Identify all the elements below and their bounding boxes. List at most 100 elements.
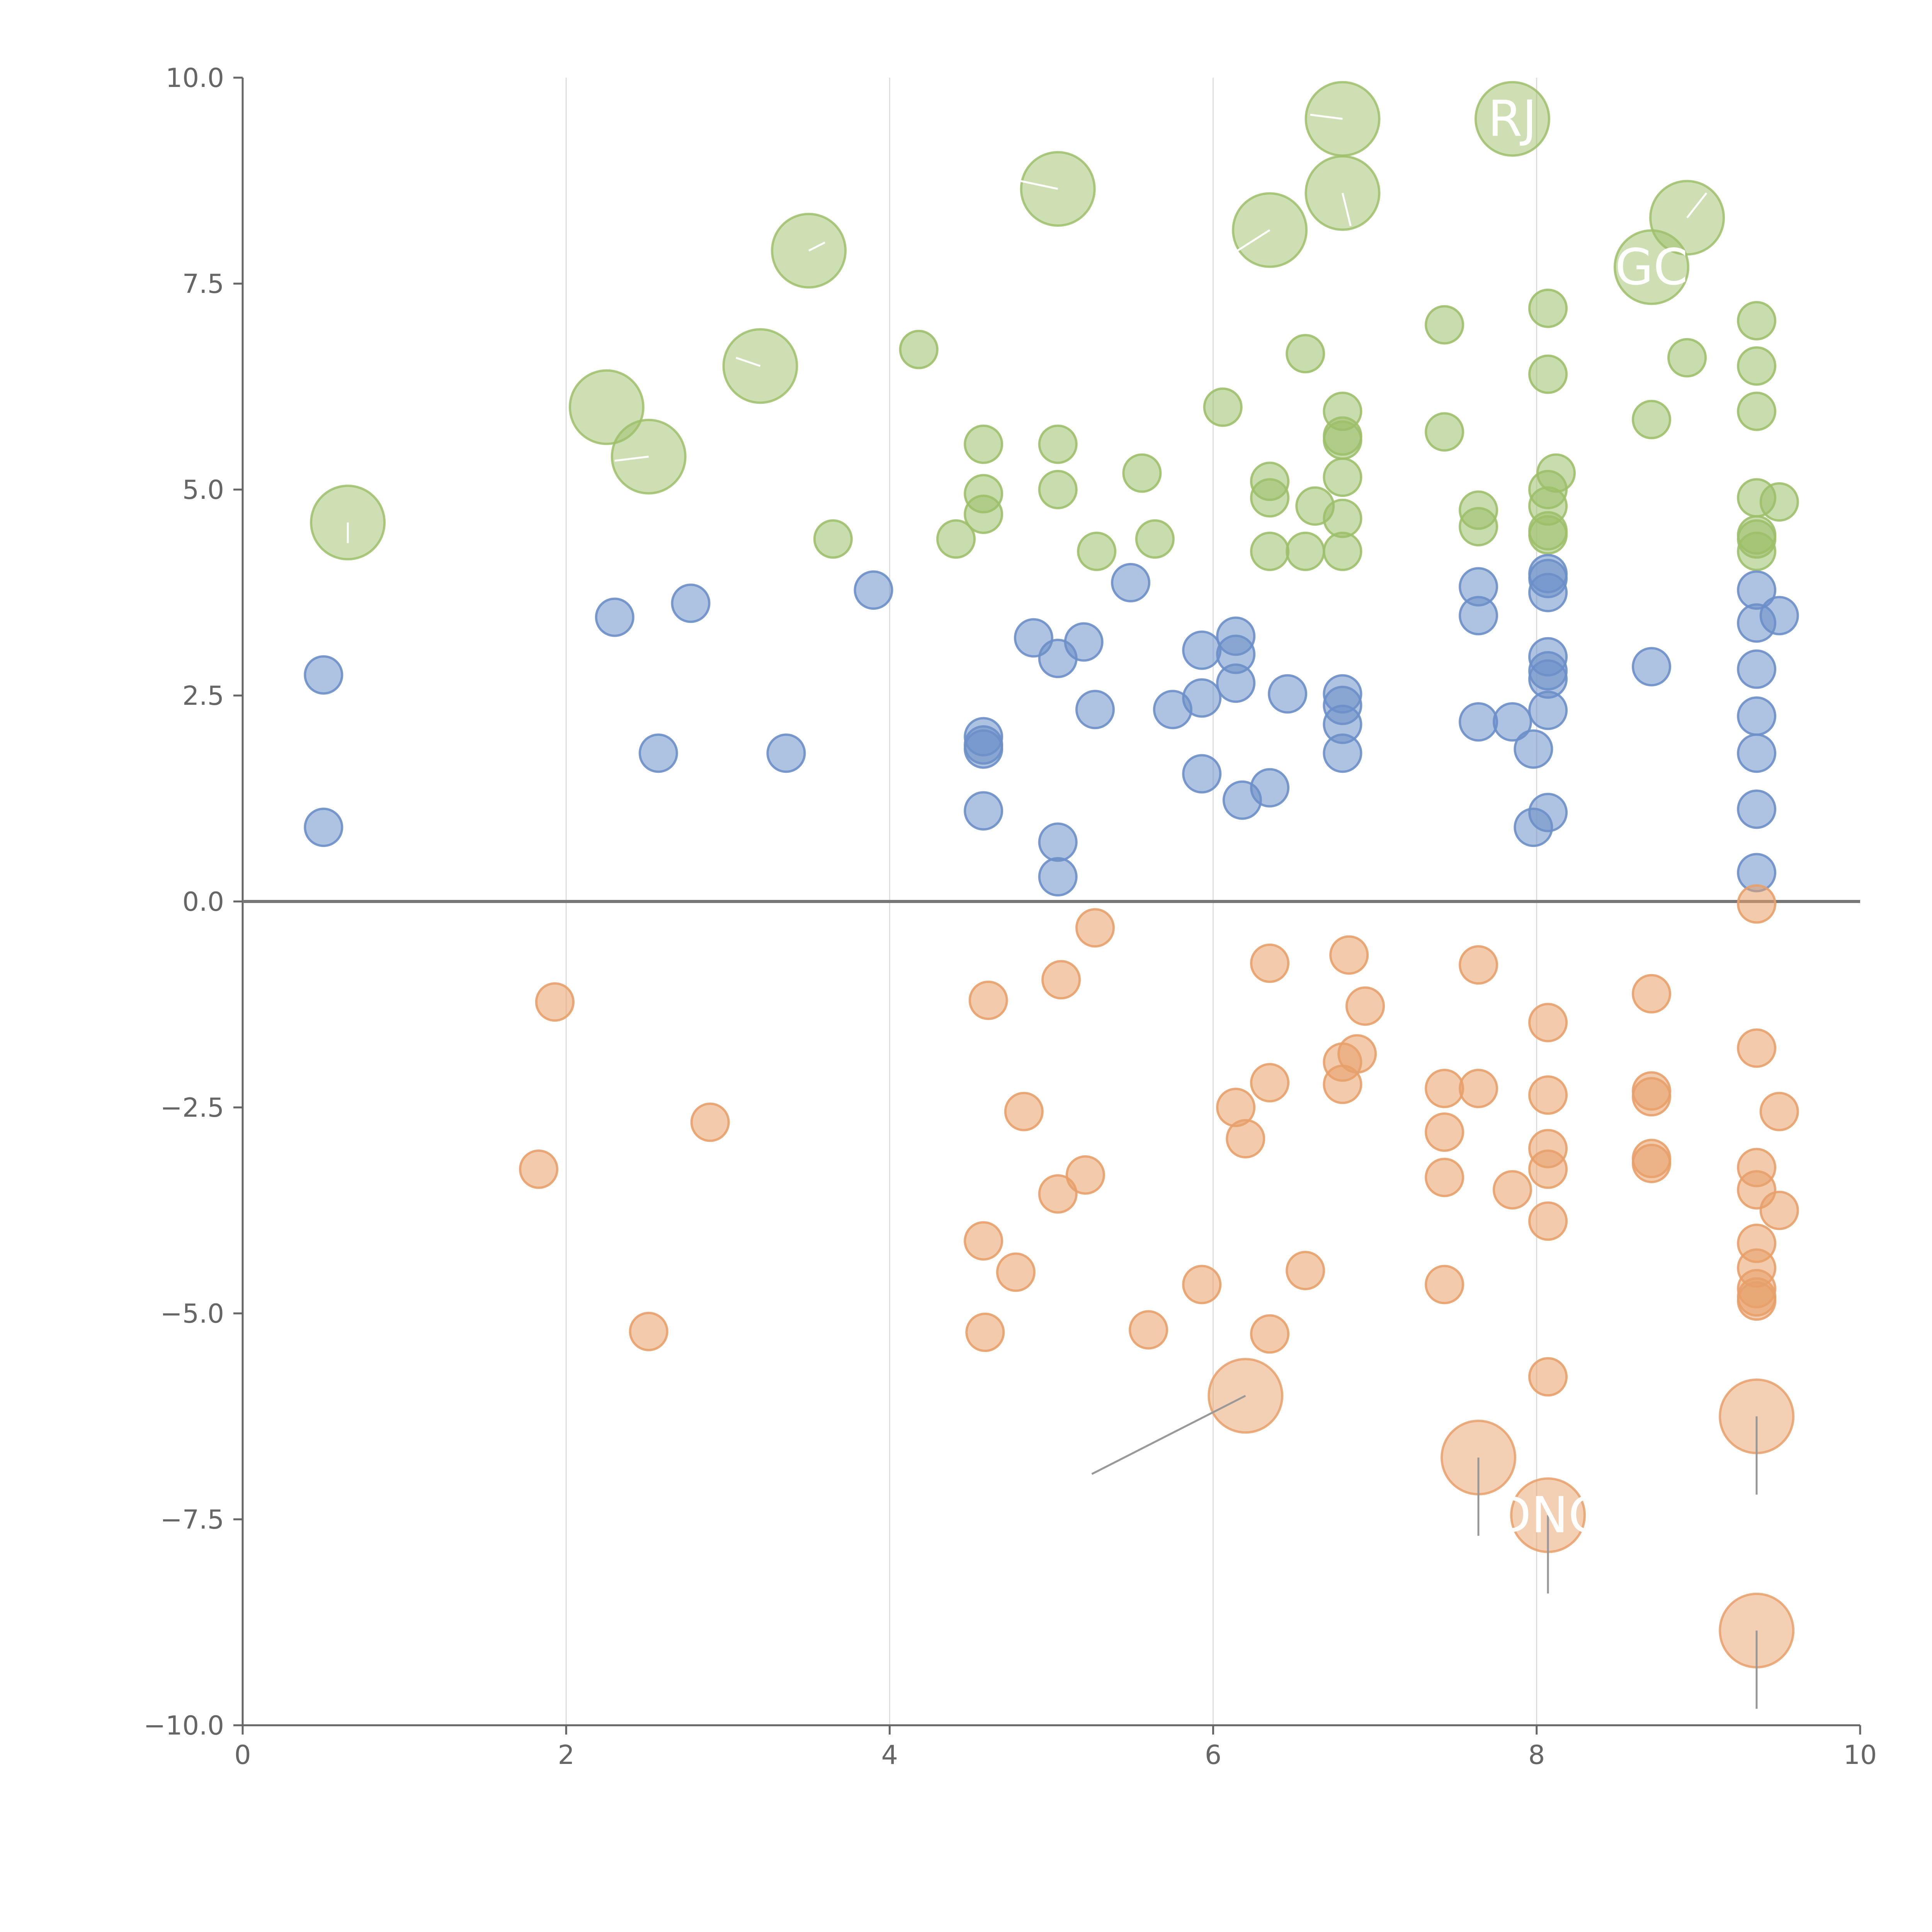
data-point-low xyxy=(1268,674,1308,714)
data-point-low xyxy=(1038,857,1078,897)
highlighted-point-7 xyxy=(1304,155,1381,231)
data-point-negative xyxy=(1528,1201,1568,1241)
data-point-high xyxy=(964,494,1003,534)
data-point-high xyxy=(1323,498,1362,538)
x-tick-label: 6 xyxy=(1205,1740,1221,1770)
leader-lines xyxy=(347,114,1758,1709)
data-point-negative xyxy=(1250,943,1290,983)
data-point-low xyxy=(1182,630,1222,670)
data-point-negative xyxy=(1459,1068,1498,1108)
leader-line-6 xyxy=(1237,229,1270,252)
data-point-high xyxy=(964,424,1003,464)
data-point-low xyxy=(1216,663,1256,703)
data-point-negative xyxy=(1493,1170,1532,1210)
data-point-negative xyxy=(1065,1155,1105,1195)
data-point-high xyxy=(1323,457,1362,497)
data-point-negative xyxy=(1129,1310,1168,1350)
point-label-rj: RJ xyxy=(1488,90,1537,148)
data-point-low xyxy=(1737,649,1777,689)
data-point-high xyxy=(1536,453,1576,493)
data-point-low xyxy=(1493,702,1532,742)
data-point-high xyxy=(1528,354,1568,394)
data-point-high xyxy=(1459,507,1498,546)
data-point-negative xyxy=(1528,1075,1568,1115)
axes: 0 2 4 6 8 10 −10.0 −7.5 −5.0 −2.5 0.0 2.5 5.0 7.5 10.0 xyxy=(144,63,1877,1770)
data-point-negative xyxy=(1329,935,1369,975)
data-point-high xyxy=(1077,531,1117,571)
data-point-high xyxy=(1737,531,1777,571)
data-point-high xyxy=(1528,515,1568,555)
data-point-high xyxy=(1203,387,1243,427)
data-point-high xyxy=(1122,453,1162,493)
data-point-low xyxy=(1528,690,1568,730)
data-point-low xyxy=(1459,702,1498,742)
point-labels: RJ GC DNC xyxy=(1488,90,1688,1544)
x-tick-label: 0 xyxy=(234,1740,251,1770)
data-point-high xyxy=(1323,531,1362,571)
data-point-negative xyxy=(1737,884,1777,924)
data-point-high xyxy=(1737,301,1777,340)
data-point-negative xyxy=(1528,1003,1568,1043)
data-point-negative xyxy=(965,1313,1005,1352)
data-point-high xyxy=(1286,334,1325,374)
leader-line-11 xyxy=(1686,192,1708,218)
data-point-low xyxy=(1514,729,1553,769)
data-point-negative xyxy=(1459,945,1498,985)
data-point-negative xyxy=(1737,1028,1777,1068)
data-point-negative xyxy=(1004,1092,1044,1131)
data-point-negative xyxy=(1226,1119,1265,1159)
x-tick-label: 2 xyxy=(558,1740,575,1770)
data-point-negative xyxy=(1425,1112,1464,1152)
data-point-negative xyxy=(1038,1174,1078,1214)
data-point-high xyxy=(1528,288,1568,328)
y-tick-label: 7.5 xyxy=(182,269,224,299)
x-tick-label: 4 xyxy=(881,1740,898,1770)
x-tick-label: 8 xyxy=(1528,1740,1545,1770)
data-point-negative xyxy=(1759,1190,1799,1230)
data-point-negative xyxy=(1759,1092,1799,1131)
data-point-negative xyxy=(535,982,575,1022)
data-point-low xyxy=(1250,768,1290,808)
data-point-low xyxy=(1038,822,1078,862)
data-point-negative xyxy=(1041,960,1081,1000)
data-point-negative xyxy=(1425,1265,1464,1304)
data-point-high xyxy=(1250,531,1290,571)
data-point-high xyxy=(1737,391,1777,431)
data-point-high xyxy=(813,519,853,559)
data-point-low xyxy=(1459,596,1498,636)
data-point-low xyxy=(304,655,344,695)
leader-line-8 xyxy=(1310,114,1343,120)
data-point-high xyxy=(1286,531,1325,571)
y-tick-label: 0.0 xyxy=(182,887,224,917)
data-point-low xyxy=(854,570,893,610)
data-point-negative xyxy=(1345,986,1385,1026)
leader-line-12 xyxy=(1091,1395,1246,1475)
data-point-negative xyxy=(1528,1149,1568,1189)
data-point-low xyxy=(671,583,711,623)
point-label-dnc: DNC xyxy=(1493,1486,1603,1544)
data-point-low xyxy=(1075,690,1115,730)
y-tick-label: −5.0 xyxy=(160,1299,224,1329)
data-point-low xyxy=(1182,754,1222,794)
data-point-high xyxy=(1425,412,1464,452)
data-point-negative xyxy=(1286,1251,1325,1291)
data-point-negative xyxy=(996,1252,1036,1292)
data-point-low xyxy=(595,597,634,637)
data-point-high xyxy=(899,330,939,369)
data-point-low xyxy=(304,808,344,847)
data-point-high xyxy=(1250,478,1290,518)
data-point-negative xyxy=(1250,1314,1290,1354)
leader-line-4 xyxy=(808,242,826,252)
data-point-low xyxy=(1632,647,1672,687)
point-label-gc: GC xyxy=(1615,238,1688,296)
data-point-low xyxy=(1323,733,1362,773)
data-point-low xyxy=(1064,622,1104,662)
data-point-negative xyxy=(519,1149,559,1189)
data-point-high xyxy=(1038,424,1078,464)
data-point-low xyxy=(1111,563,1151,602)
data-point-negative xyxy=(1737,1281,1777,1321)
data-point-negative xyxy=(629,1311,668,1351)
y-tick-label: −10.0 xyxy=(144,1711,224,1741)
data-point-negative xyxy=(1075,908,1115,948)
